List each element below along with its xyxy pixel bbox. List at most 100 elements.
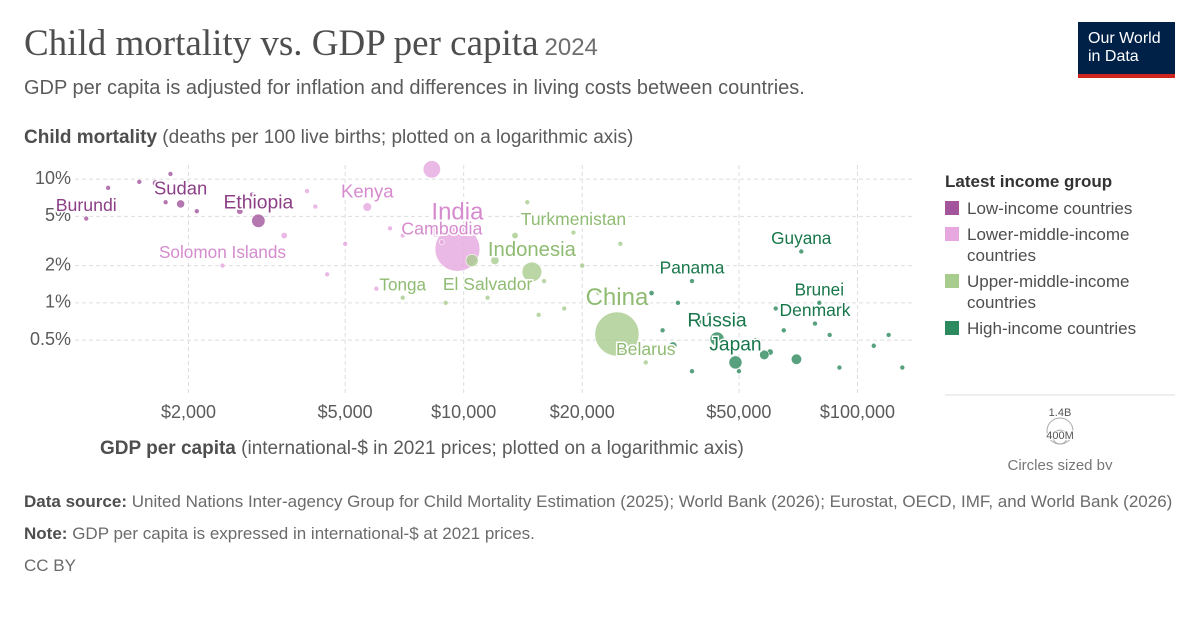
point — [709, 331, 725, 347]
point — [759, 349, 770, 360]
legend-label: Lower-middle-income countries — [967, 225, 1130, 265]
point — [236, 207, 244, 215]
point — [490, 256, 500, 265]
note: Note: GDP per capita is expressed in int… — [24, 522, 1174, 546]
point-label: Russia — [687, 309, 746, 331]
point — [659, 327, 666, 334]
y-tick-label: 10% — [35, 168, 71, 188]
point-label: Denmark — [779, 300, 850, 320]
point — [595, 290, 602, 296]
point — [648, 290, 655, 296]
point — [535, 312, 542, 318]
point — [579, 262, 586, 269]
legend-swatch — [945, 227, 959, 241]
point — [439, 239, 445, 245]
y-axis-label: Child mortality (deaths per 100 live bir… — [24, 127, 633, 149]
x-tick-label: $2,000 — [161, 402, 216, 422]
point — [105, 185, 111, 191]
point — [304, 188, 310, 194]
y-tick-label: 5% — [45, 205, 71, 225]
point — [636, 294, 643, 301]
point — [465, 254, 479, 267]
point-label: Indonesia — [488, 239, 577, 261]
point — [219, 262, 226, 269]
legend-swatch — [945, 321, 959, 335]
point-label: Panama — [660, 258, 725, 278]
point — [83, 215, 90, 222]
point-label: Japan — [709, 334, 761, 355]
point — [223, 195, 230, 202]
point — [736, 368, 742, 375]
point — [798, 248, 805, 255]
point-label: Guyana — [771, 228, 832, 248]
point — [717, 342, 724, 349]
point — [477, 281, 483, 288]
point-label: Turkmenistan — [521, 209, 626, 229]
point — [826, 332, 833, 338]
point-label: Tonga — [379, 275, 426, 294]
point — [399, 232, 406, 239]
point — [162, 199, 169, 206]
note-bold: Note: — [24, 524, 68, 543]
point — [324, 271, 330, 278]
point — [675, 300, 681, 306]
legend-title: Latest income group — [945, 172, 1113, 191]
point — [280, 231, 288, 240]
point — [689, 368, 695, 375]
source: Data source: United Nations Inter-agency… — [24, 490, 1174, 514]
source-bold: Data source: — [24, 492, 127, 511]
point — [728, 355, 743, 370]
x-axis-label: GDP per capita (international-$ in 2021 … — [100, 438, 744, 460]
point — [312, 203, 319, 210]
size-legend-title: Circles sized by — [1007, 457, 1113, 470]
legend-entry[interactable]: Lower-middle-income countries — [945, 224, 1175, 266]
point — [484, 294, 491, 301]
point — [524, 199, 531, 206]
legend-entry[interactable]: High-income countries — [945, 318, 1175, 339]
point — [706, 312, 712, 318]
point-label: Brunei — [795, 280, 844, 299]
point-label: Cambodia — [401, 218, 482, 238]
legend-swatch — [945, 274, 959, 288]
point-label: Belarus — [616, 339, 676, 359]
point — [373, 285, 380, 292]
y-tick-label: 1% — [45, 292, 71, 312]
y-label-text: (deaths per 100 live births; plotted on … — [162, 127, 634, 148]
x-label-text: (international-$ in 2021 prices; plotted… — [241, 438, 744, 459]
y-tick-label: 0.5% — [30, 329, 71, 349]
point — [780, 327, 787, 334]
point — [387, 225, 393, 232]
point — [885, 332, 892, 338]
legend-entry[interactable]: Low-income countries — [945, 198, 1175, 219]
point — [561, 305, 568, 312]
legend: Latest income group Low-income countries… — [945, 172, 1175, 344]
x-tick-label: $5,000 — [318, 402, 373, 422]
logo[interactable]: Our World in Data — [1078, 22, 1175, 78]
point — [429, 224, 443, 238]
point — [176, 199, 185, 209]
title: Child mortality vs. GDP per capita 2024 — [24, 22, 598, 65]
y-label-bold: Child mortality — [24, 127, 158, 148]
point — [551, 250, 558, 257]
chart: 10% 5% 2% 1% 0.5% $2,000 $5,000 $10,000 $20,000 $… — [30, 160, 1175, 470]
point-label: El Salvador — [443, 274, 533, 294]
point — [511, 231, 519, 240]
point — [617, 241, 624, 247]
point — [136, 179, 143, 185]
year: 2024 — [544, 34, 598, 61]
source-text: United Nations Inter-agency Group for Ch… — [131, 492, 1173, 511]
point-label: Burundi — [56, 195, 117, 215]
x-tick-label: $50,000 — [706, 402, 771, 422]
point — [689, 278, 695, 284]
point — [642, 359, 649, 366]
point — [870, 342, 877, 349]
point-label: Sudan — [154, 178, 207, 199]
license: CC BY — [24, 556, 76, 575]
point — [812, 320, 818, 327]
point — [570, 229, 577, 236]
size-legend-circle — [1052, 429, 1068, 445]
point — [167, 171, 174, 177]
point — [790, 353, 803, 365]
legend-entry[interactable]: Upper-middle-income countries — [945, 271, 1175, 313]
